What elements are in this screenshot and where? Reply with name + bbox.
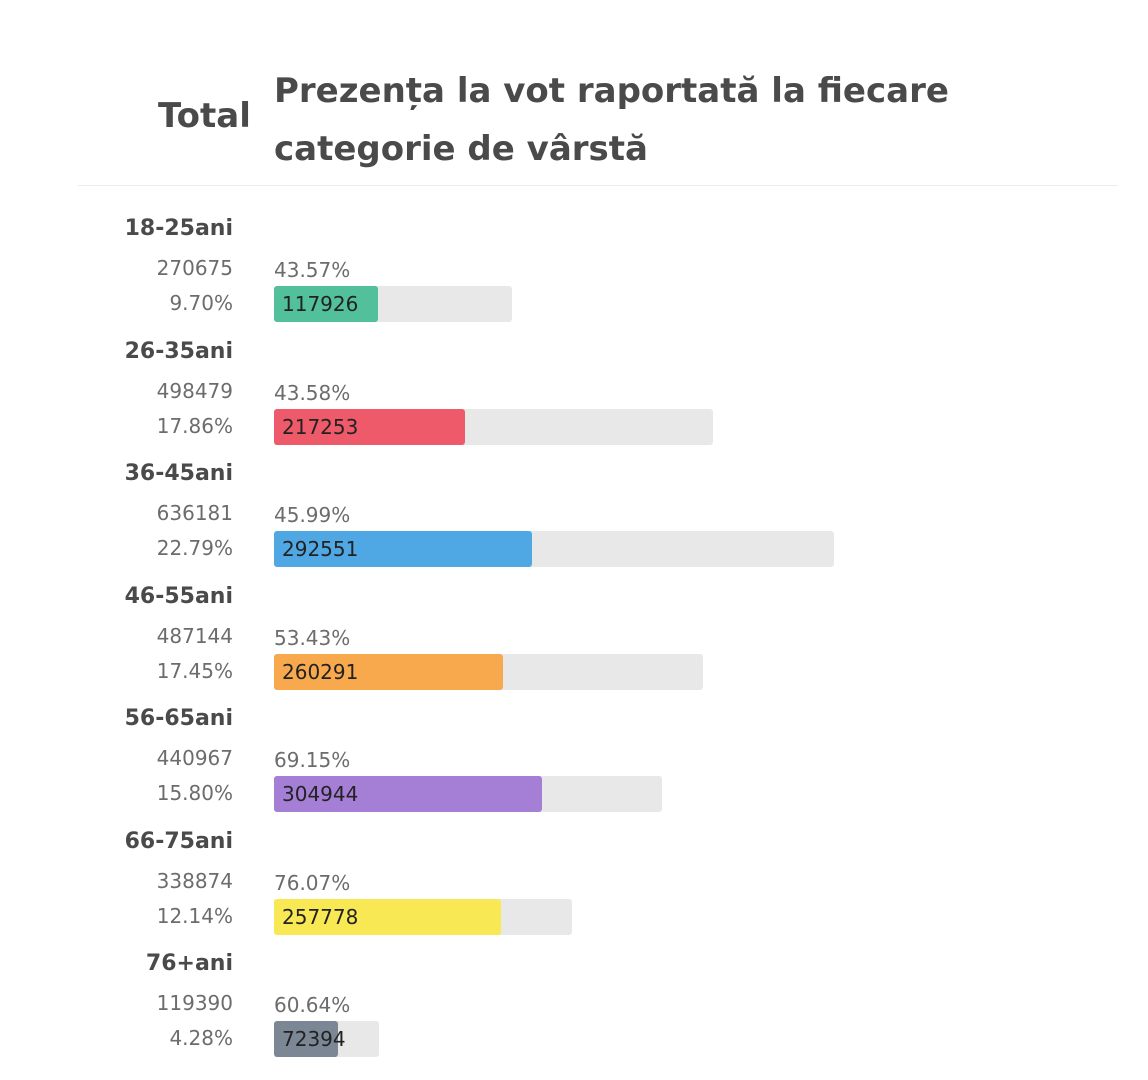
category-share-percent: 17.86% xyxy=(156,413,233,438)
bar-track: 217253 xyxy=(274,408,713,445)
age-category-label: 46-55ani xyxy=(124,583,233,609)
voters-bar xyxy=(274,1021,338,1057)
age-row: 76+ani 119390 4.28% 60.64% 72394 xyxy=(0,951,1148,1071)
age-row: 18-25ani 270675 9.70% 43.57% 117926 xyxy=(0,216,1148,336)
voters-bar xyxy=(274,408,466,445)
voters-bar-label: 217253 xyxy=(282,414,359,439)
voters-bar-label: 257778 xyxy=(282,904,359,929)
voters-bar-label: 260291 xyxy=(282,659,359,684)
chart-header: Total Prezența la vot raportată la fieca… xyxy=(0,0,1148,190)
total-column-title: Total xyxy=(158,96,251,136)
age-row: 46-55ani 487144 17.45% 53.43% 260291 xyxy=(0,584,1148,704)
category-share-percent: 12.14% xyxy=(156,903,233,928)
voters-bar xyxy=(274,531,532,567)
category-share-percent: 4.28% xyxy=(169,1026,233,1050)
turnout-percent: 45.99% xyxy=(274,503,351,527)
turnout-percent: 76.07% xyxy=(274,870,351,895)
voters-bar-label: 292551 xyxy=(282,537,359,561)
category-total-value: 338874 xyxy=(156,868,233,893)
category-total-value: 636181 xyxy=(156,501,233,525)
bar-track: 260291 xyxy=(274,653,703,690)
age-category-label: 36-45ani xyxy=(124,461,233,486)
category-share-percent: 17.45% xyxy=(156,658,233,683)
voters-bar-label: 117926 xyxy=(282,292,359,316)
bar-track: 72394 xyxy=(274,1021,380,1057)
age-category-label: 18-25ani xyxy=(124,216,233,241)
age-category-label: 76+ani xyxy=(145,951,233,976)
turnout-percent: 43.58% xyxy=(274,380,351,405)
voters-bar xyxy=(274,776,543,812)
age-row: 26-35ani 498479 17.86% 43.58% 217253 xyxy=(0,339,1148,459)
age-category-label: 66-75ani xyxy=(124,828,233,854)
voters-bar-label: 304944 xyxy=(282,782,359,806)
voters-bar xyxy=(274,653,504,690)
age-row: 36-45ani 636181 22.79% 45.99% 292551 xyxy=(0,461,1148,581)
bar-track: 292551 xyxy=(274,531,834,567)
bar-track: 117926 xyxy=(274,286,513,322)
category-total-value: 270675 xyxy=(156,256,233,280)
age-row: 66-75ani 338874 12.14% 76.07% 257778 xyxy=(0,829,1148,949)
age-category-label: 56-65ani xyxy=(124,706,233,731)
turnout-percent: 69.15% xyxy=(274,748,351,772)
header-divider xyxy=(78,185,1118,186)
category-total-value: 119390 xyxy=(156,991,233,1015)
age-row: 56-65ani 440967 15.80% 69.15% 304944 xyxy=(0,706,1148,826)
category-share-percent: 9.70% xyxy=(169,291,233,315)
bar-track: 304944 xyxy=(274,776,663,812)
category-share-percent: 15.80% xyxy=(156,781,233,805)
turnout-percent: 60.64% xyxy=(274,993,351,1017)
bar-track: 257778 xyxy=(274,898,573,935)
voters-bar-label: 72394 xyxy=(282,1027,346,1051)
voters-bar xyxy=(274,898,501,935)
chart-title: Prezența la vot raportată la fiecare cat… xyxy=(274,71,949,169)
turnout-percent: 43.57% xyxy=(274,258,351,282)
voters-bar xyxy=(274,286,378,322)
category-total-value: 487144 xyxy=(156,623,233,648)
category-total-value: 498479 xyxy=(156,378,233,403)
category-share-percent: 22.79% xyxy=(156,536,233,560)
category-total-value: 440967 xyxy=(156,746,233,770)
turnout-percent: 53.43% xyxy=(274,625,351,650)
age-category-label: 26-35ani xyxy=(124,338,233,364)
